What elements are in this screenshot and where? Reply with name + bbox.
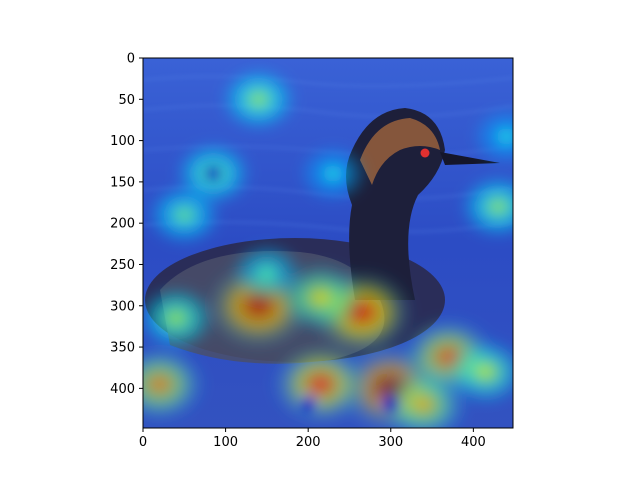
y-tick-label: 100	[110, 134, 135, 149]
y-tick-label: 150	[110, 175, 135, 190]
heat-spot	[218, 65, 299, 133]
heat-spot	[297, 144, 368, 203]
cold-spot	[381, 395, 400, 414]
y-tick-label: 0	[127, 52, 135, 67]
x-tick-label: 100	[213, 435, 238, 450]
y-tick-label: 350	[110, 341, 135, 356]
heatmap-overlay	[143, 65, 513, 428]
x-tick-label: 0	[139, 435, 147, 450]
heat-spot	[230, 242, 304, 304]
heat-spot	[458, 173, 513, 241]
x-tick-label: 400	[461, 435, 486, 450]
cold-spot	[299, 395, 318, 414]
y-tick-label: 300	[110, 299, 135, 314]
heat-spot	[143, 284, 217, 352]
y-axis: 0 50 100 150 200 250 300 350 400	[110, 52, 143, 397]
heat-spot	[471, 107, 513, 166]
heat-spot	[145, 182, 223, 247]
heat-spot	[270, 342, 371, 427]
heat-spot	[143, 345, 207, 424]
x-tick-label: 200	[296, 435, 321, 450]
y-tick-label: 50	[118, 93, 135, 108]
x-tick-label: 300	[378, 435, 403, 450]
cold-spot	[204, 164, 223, 183]
heat-spot	[378, 367, 469, 428]
y-tick-label: 250	[110, 258, 135, 273]
y-tick-label: 400	[110, 382, 135, 397]
plot-area	[143, 58, 513, 428]
y-tick-label: 200	[110, 217, 135, 232]
x-axis: 0 100 200 300 400	[139, 428, 486, 450]
axes-frame	[142, 57, 514, 429]
